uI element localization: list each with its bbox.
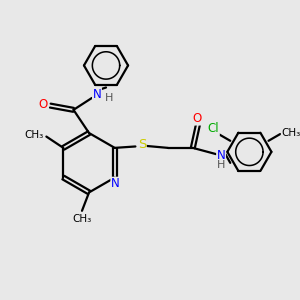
Text: O: O	[39, 98, 48, 111]
Text: H: H	[105, 93, 114, 103]
Text: H: H	[217, 160, 225, 170]
Text: CH₃: CH₃	[72, 214, 92, 224]
Text: S: S	[138, 138, 146, 151]
Text: N: N	[111, 177, 120, 190]
Text: O: O	[193, 112, 202, 125]
Text: CH₃: CH₃	[281, 128, 300, 139]
Text: CH₃: CH₃	[25, 130, 44, 140]
Text: N: N	[217, 149, 226, 162]
Text: N: N	[93, 88, 101, 100]
Text: Cl: Cl	[208, 122, 219, 135]
